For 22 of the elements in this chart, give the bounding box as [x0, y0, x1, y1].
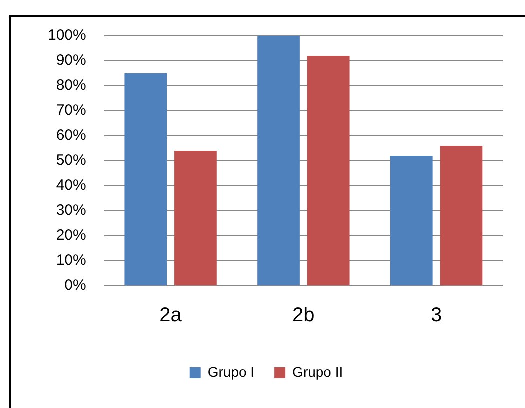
x-tick-label: 3 — [431, 304, 442, 327]
legend-label: Grupo I — [208, 364, 255, 380]
bar — [307, 56, 350, 286]
y-tick-label: 30% — [56, 202, 86, 220]
legend-label: Grupo II — [292, 364, 344, 380]
bar — [258, 36, 300, 286]
y-tick-label: 20% — [56, 227, 86, 244]
bar — [440, 146, 483, 286]
bar — [124, 74, 168, 286]
x-tick-label: 2a — [160, 304, 183, 327]
bar — [174, 151, 217, 286]
y-tick-label: 40% — [56, 177, 86, 194]
y-tick-label: 100% — [48, 27, 86, 44]
y-tick-label: 70% — [56, 102, 86, 120]
bar — [390, 156, 433, 286]
y-tick-label: 60% — [56, 127, 86, 144]
y-tick-label: 80% — [56, 77, 86, 94]
y-tick-label: 0% — [64, 277, 86, 294]
y-tick-label: 10% — [56, 252, 86, 270]
x-tick-label: 2b — [292, 304, 315, 327]
y-tick-label: 50% — [56, 152, 86, 170]
y-tick-label: 90% — [56, 52, 86, 70]
